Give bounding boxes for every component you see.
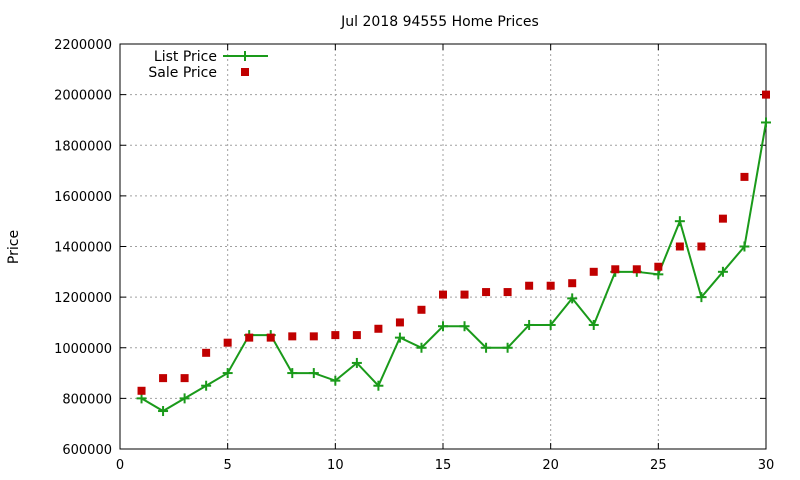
data-point [696, 292, 707, 303]
data-point [524, 319, 535, 330]
x-tick-label: 5 [224, 458, 232, 473]
data-point [482, 288, 491, 297]
data-point [180, 374, 189, 383]
data-point [288, 332, 297, 341]
data-point [588, 319, 599, 330]
data-point [417, 305, 426, 314]
data-point [351, 357, 362, 368]
y-axis-label: Price [6, 230, 22, 264]
legend-marker [240, 51, 250, 61]
series-sale-price [137, 90, 770, 395]
data-point [373, 380, 384, 391]
y-tick-label: 1000000 [54, 342, 112, 357]
data-point [136, 393, 147, 404]
legend-marker [241, 68, 249, 76]
x-tick-label: 0 [116, 458, 124, 473]
data-point [674, 216, 685, 227]
data-point [308, 368, 319, 379]
data-point [503, 288, 512, 297]
axis-ticks: 0 5 10 15 20 25 30 600000 800000 1000000 1200000 14… [54, 38, 774, 473]
legend-label: Sale Price [148, 65, 217, 81]
x-tick-label: 25 [650, 458, 667, 473]
data-point [287, 368, 298, 379]
x-tick-label: 30 [758, 458, 775, 473]
data-point [740, 172, 749, 181]
data-point [223, 338, 232, 347]
data-point [201, 380, 212, 391]
data-point [395, 318, 404, 327]
data-point [438, 321, 448, 332]
data-point [632, 265, 641, 274]
data-point [352, 331, 361, 340]
y-tick-label: 600000 [62, 443, 112, 458]
y-tick-label: 1400000 [54, 241, 112, 256]
data-point [546, 281, 555, 290]
data-point [653, 269, 664, 280]
data-point [654, 262, 663, 271]
data-point [245, 333, 254, 342]
data-point [158, 406, 169, 417]
data-point [222, 368, 233, 379]
data-point [439, 290, 447, 299]
data-point [697, 242, 706, 251]
data-point [159, 374, 168, 383]
data-point [394, 332, 405, 343]
legend-label: List Price [154, 49, 217, 65]
data-point [481, 342, 492, 353]
x-tick-label: 20 [542, 458, 559, 473]
data-point [266, 333, 275, 342]
series-line [141, 122, 767, 413]
data-point [611, 265, 620, 274]
data-point [179, 393, 190, 404]
series-list-price [136, 117, 771, 417]
data-point [761, 117, 771, 128]
y-tick-label: 1200000 [54, 291, 112, 306]
data-point [416, 342, 427, 353]
y-tick-label: 800000 [62, 392, 112, 407]
data-point [739, 241, 750, 252]
data-point [568, 279, 577, 288]
data-point [525, 281, 534, 290]
series-layer [136, 90, 771, 417]
data-point [202, 348, 211, 357]
data-point [309, 332, 318, 341]
data-point [331, 331, 340, 340]
data-point [567, 293, 578, 304]
data-point [459, 321, 470, 332]
data-point [762, 90, 770, 99]
chart-title: Jul 2018 94555 Home Prices [340, 14, 539, 30]
x-tick-label: 10 [327, 458, 344, 473]
y-tick-label: 1600000 [54, 190, 112, 205]
data-point [589, 267, 598, 276]
y-tick-label: 2200000 [54, 38, 112, 53]
data-point [545, 319, 556, 330]
data-point [718, 214, 727, 223]
data-point [717, 266, 728, 277]
data-point [460, 290, 469, 299]
data-point [374, 324, 383, 333]
data-point [330, 375, 341, 386]
data-point [502, 342, 513, 353]
x-tick-label: 15 [435, 458, 452, 473]
data-point [137, 386, 146, 395]
data-point [675, 242, 684, 251]
y-tick-label: 2000000 [54, 89, 112, 104]
y-tick-label: 1800000 [54, 139, 112, 154]
